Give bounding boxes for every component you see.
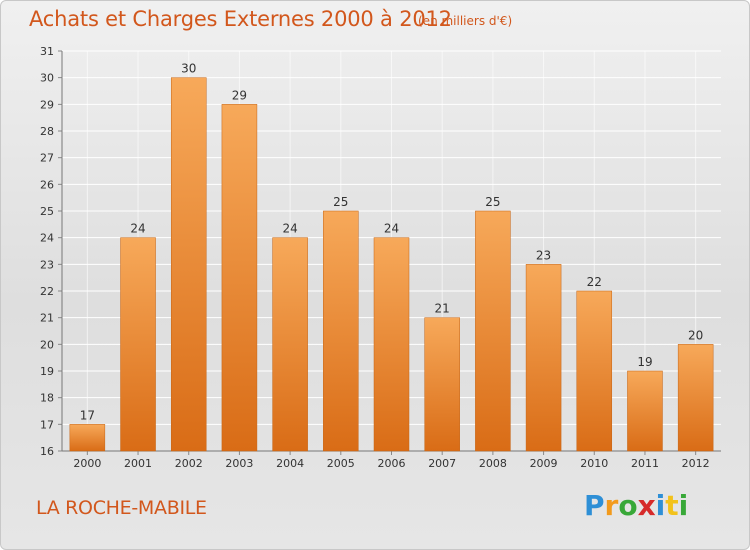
data-label-2005: 25 — [333, 195, 348, 209]
bar-2003 — [221, 104, 258, 452]
data-label-2004: 24 — [282, 222, 297, 236]
y-tick-label: 19 — [40, 365, 54, 378]
x-tick-label-2009: 2009 — [530, 457, 558, 470]
x-tick-label-2001: 2001 — [124, 457, 152, 470]
y-tick-label: 17 — [40, 418, 54, 431]
y-tick-label: 29 — [40, 98, 54, 111]
y-tick-label: 28 — [40, 125, 54, 138]
bar-2008 — [475, 210, 511, 452]
bar-2012 — [677, 344, 714, 452]
data-label-2001: 24 — [130, 222, 145, 236]
data-label-2012: 20 — [688, 328, 703, 342]
bar-2009 — [525, 264, 562, 452]
x-tick-label-2007: 2007 — [428, 457, 456, 470]
y-tick-label: 30 — [40, 72, 54, 85]
data-label-2009: 23 — [536, 248, 551, 262]
bar-2011 — [627, 370, 663, 452]
label-layer: 17 24 30 29 24 25 24 21 25 23 22 19 20 — [80, 62, 704, 423]
bar-layer — [69, 77, 714, 452]
data-label-2011: 19 — [637, 355, 652, 369]
y-tick-label: 31 — [40, 45, 54, 58]
bar-2002 — [170, 77, 207, 452]
y-tick-label: 22 — [40, 285, 54, 298]
bar-2006 — [373, 237, 410, 452]
location-label: LA ROCHE-MABILE — [36, 497, 207, 519]
y-tick-label: 24 — [40, 232, 54, 245]
x-tick-label-2002: 2002 — [175, 457, 203, 470]
data-label-2006: 24 — [384, 222, 399, 236]
x-tick-label-2004: 2004 — [276, 457, 304, 470]
bar-2000 — [69, 424, 106, 452]
y-tick-label: 23 — [40, 258, 54, 271]
proxiti-logo[interactable]: Proxiti — [584, 489, 689, 522]
x-tick-label-2006: 2006 — [378, 457, 406, 470]
x-tick-label-2005: 2005 — [327, 457, 355, 470]
y-tick-label: 18 — [40, 392, 54, 405]
data-label-2010: 22 — [587, 275, 602, 289]
chart-subtitle: (en milliers d'€) — [418, 14, 513, 28]
x-tick-label-2012: 2012 — [682, 457, 710, 470]
y-tick-label: 20 — [40, 338, 54, 351]
bar-2005 — [323, 210, 359, 452]
y-tick-label: 26 — [40, 178, 54, 191]
data-label-2003: 29 — [232, 88, 247, 102]
y-tick-label: 27 — [40, 152, 54, 165]
chart-title: Achats et Charges Externes 2000 à 2012 — [29, 7, 452, 31]
data-label-2008: 25 — [485, 195, 500, 209]
data-label-2002: 30 — [181, 62, 196, 76]
y-tick-label: 25 — [40, 205, 54, 218]
bar-2004 — [272, 237, 308, 452]
x-tick-label-2011: 2011 — [631, 457, 659, 470]
data-label-2007: 21 — [435, 302, 450, 316]
x-tick-label-2000: 2000 — [73, 457, 101, 470]
bar-2001 — [120, 237, 156, 452]
x-tick-label-2010: 2010 — [580, 457, 608, 470]
y-tick-label: 21 — [40, 312, 54, 325]
bar-2007 — [424, 317, 460, 452]
data-label-2000: 17 — [80, 408, 95, 422]
bar-2010 — [576, 290, 613, 452]
x-tick-label-2008: 2008 — [479, 457, 507, 470]
x-tick-label-2003: 2003 — [225, 457, 253, 470]
y-tick-label: 16 — [40, 445, 54, 458]
